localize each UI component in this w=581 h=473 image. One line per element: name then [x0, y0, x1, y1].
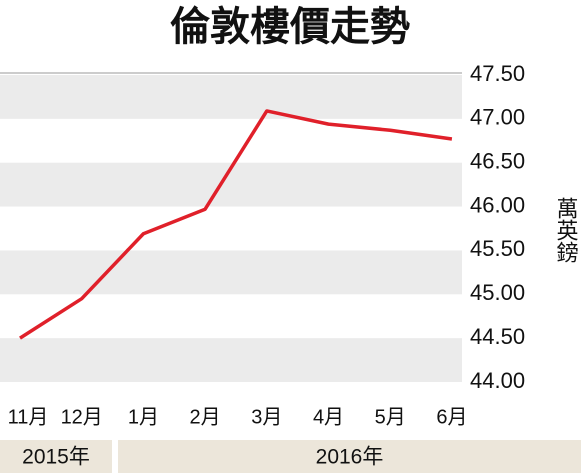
- grid-band: [0, 338, 462, 382]
- x-tick-label: 4月: [313, 406, 344, 428]
- x-tick-label: 12月: [61, 406, 103, 428]
- year-label: 2015年: [22, 446, 90, 469]
- chart-title: 倫敦樓價走勢: [170, 3, 410, 50]
- x-tick-label: 11月: [8, 406, 49, 428]
- y-tick-label: 45.50: [470, 236, 525, 261]
- x-tick-label: 3月: [251, 406, 282, 428]
- y-tick-label: 47.50: [470, 61, 525, 86]
- x-tick-label: 2月: [190, 406, 221, 428]
- grid-band: [0, 250, 462, 295]
- y-tick-label: 46.00: [470, 192, 525, 217]
- grid-band: [0, 75, 462, 119]
- x-tick-label: 5月: [375, 406, 406, 428]
- y-tick-label: 47.00: [470, 105, 525, 130]
- y-tick-label: 44.00: [470, 368, 525, 393]
- y-tick-label: 46.50: [470, 149, 525, 174]
- x-tick-label: 1月: [128, 406, 159, 428]
- y-axis-label: 萬英鎊: [553, 197, 579, 263]
- year-label: 2016年: [316, 446, 384, 469]
- y-tick-label: 44.50: [470, 324, 525, 349]
- y-tick-label: 45.00: [470, 280, 525, 305]
- year-band: [118, 440, 581, 473]
- year-band: [0, 440, 112, 473]
- data-line: [19, 109, 453, 340]
- x-tick-label: 6月: [436, 406, 467, 428]
